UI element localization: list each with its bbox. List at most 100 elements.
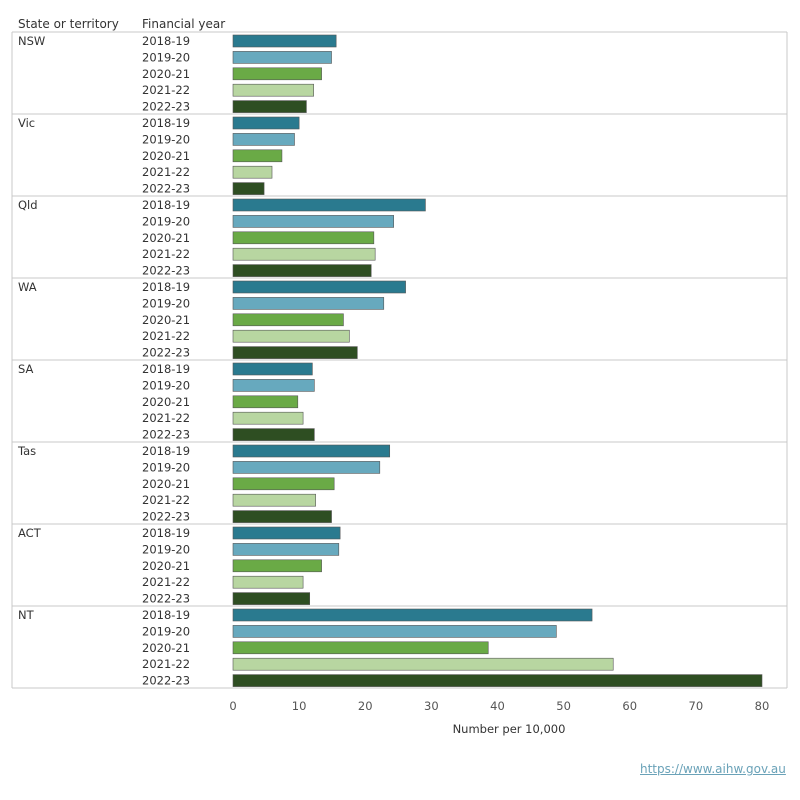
- bar: [232, 510, 332, 523]
- year-label: 2018-19: [142, 444, 190, 458]
- year-label: 2022-23: [142, 428, 190, 442]
- year-label: 2022-23: [142, 510, 190, 524]
- state-group-wa: WA 2018-19 2019-20 2020-21 2021-22 2022-23: [12, 280, 787, 361]
- bar: [232, 657, 614, 671]
- x-tick-label: 80: [755, 699, 770, 713]
- year-label: 2022-23: [142, 264, 190, 278]
- x-tick-label: 60: [622, 699, 637, 713]
- bar: [232, 313, 344, 327]
- year-label: 2018-19: [142, 526, 190, 540]
- state-label: WA: [18, 280, 37, 294]
- bar: [232, 526, 341, 540]
- year-label: 2021-22: [142, 247, 190, 261]
- bar: [232, 280, 406, 294]
- year-label: 2019-20: [142, 624, 190, 638]
- bar: [232, 198, 426, 212]
- year-label: 2020-21: [142, 477, 190, 491]
- x-tick-label: 40: [490, 699, 505, 713]
- state-label: ACT: [18, 526, 42, 540]
- year-label: 2019-20: [142, 378, 190, 392]
- bar: [232, 149, 283, 163]
- bar: [232, 116, 300, 130]
- bar: [232, 395, 299, 409]
- state-label: SA: [18, 362, 34, 376]
- column-header-state: State or territory: [18, 17, 119, 31]
- bar: [232, 34, 337, 48]
- bar: [232, 133, 295, 146]
- bar: [232, 182, 265, 195]
- year-label: 2021-22: [142, 657, 190, 671]
- year-label: 2019-20: [142, 50, 190, 64]
- state-group-nt: NT 2018-19 2019-20 2020-21 2021-22 2022-23: [12, 608, 787, 689]
- x-tick-label: 20: [358, 699, 373, 713]
- year-label: 2020-21: [142, 231, 190, 245]
- state-label: Vic: [18, 116, 35, 130]
- state-group-sa: SA 2018-19 2019-20 2020-21 2021-22 2022-23: [12, 362, 787, 443]
- year-label: 2018-19: [142, 362, 190, 376]
- bar: [232, 592, 311, 605]
- state-group-qld: Qld 2018-19 2019-20 2020-21 2021-22 2022-23: [12, 198, 787, 279]
- bar: [232, 215, 394, 228]
- year-label: 2020-21: [142, 313, 190, 327]
- state-group-tas: Tas 2018-19 2019-20 2020-21 2021-22 2022-23: [12, 444, 787, 525]
- chart-rows: NSW 2018-19 2019-20 2020-21 2021-22 2022-23 Vi…: [11, 31, 788, 689]
- bar: [232, 165, 273, 179]
- year-label: 2021-22: [142, 493, 190, 507]
- year-label: 2019-20: [142, 460, 190, 474]
- bar: [232, 575, 304, 589]
- year-label: 2022-23: [142, 674, 190, 688]
- state-label: NT: [18, 608, 35, 622]
- state-label: NSW: [18, 34, 45, 48]
- x-tick-label: 10: [292, 699, 307, 713]
- year-label: 2021-22: [142, 411, 190, 425]
- source-link[interactable]: https://www.aihw.gov.au: [640, 762, 786, 776]
- year-label: 2020-21: [142, 149, 190, 163]
- bar: [232, 379, 315, 392]
- year-label: 2020-21: [142, 559, 190, 573]
- bar: [232, 297, 385, 310]
- bar: [232, 346, 358, 359]
- bar: [232, 625, 557, 638]
- bar: [232, 559, 322, 573]
- year-label: 2022-23: [142, 592, 190, 606]
- year-label: 2021-22: [142, 165, 190, 179]
- x-tick-label: 30: [424, 699, 439, 713]
- year-label: 2021-22: [142, 83, 190, 97]
- x-axis: 0 10 20 30 40 50 60 70 80: [229, 699, 769, 713]
- bar: [232, 362, 313, 376]
- x-tick-label: 50: [556, 699, 571, 713]
- bar: [232, 247, 376, 261]
- bar: [232, 444, 391, 458]
- year-label: 2020-21: [142, 395, 190, 409]
- state-label: Qld: [18, 198, 38, 212]
- x-tick-label: 0: [229, 699, 236, 713]
- year-label: 2021-22: [142, 575, 190, 589]
- bar: [232, 428, 315, 441]
- bar: [232, 67, 322, 81]
- column-header-year: Financial year: [142, 17, 225, 31]
- bar: [232, 674, 763, 687]
- year-label: 2018-19: [142, 198, 190, 212]
- state-group-nsw: NSW 2018-19 2019-20 2020-21 2021-22 2022-23: [12, 34, 787, 115]
- bar: [232, 461, 381, 474]
- bar: [232, 477, 335, 491]
- bar: [232, 231, 375, 245]
- bar: [232, 51, 332, 64]
- year-label: 2020-21: [142, 641, 190, 655]
- bar: [232, 100, 307, 113]
- year-label: 2022-23: [142, 346, 190, 360]
- year-label: 2019-20: [142, 214, 190, 228]
- year-label: 2020-21: [142, 67, 190, 81]
- x-tick-label: 70: [689, 699, 704, 713]
- state-label: Tas: [17, 444, 36, 458]
- bar: [232, 543, 340, 556]
- state-group-vic: Vic 2018-19 2019-20 2020-21 2021-22 2022-23: [12, 116, 787, 197]
- bar: [232, 264, 372, 277]
- year-label: 2019-20: [142, 542, 190, 556]
- year-label: 2018-19: [142, 116, 190, 130]
- year-label: 2018-19: [142, 608, 190, 622]
- state-group-act: ACT 2018-19 2019-20 2020-21 2021-22 2022-23: [12, 526, 787, 607]
- bar: [232, 329, 350, 343]
- bar: [232, 411, 304, 425]
